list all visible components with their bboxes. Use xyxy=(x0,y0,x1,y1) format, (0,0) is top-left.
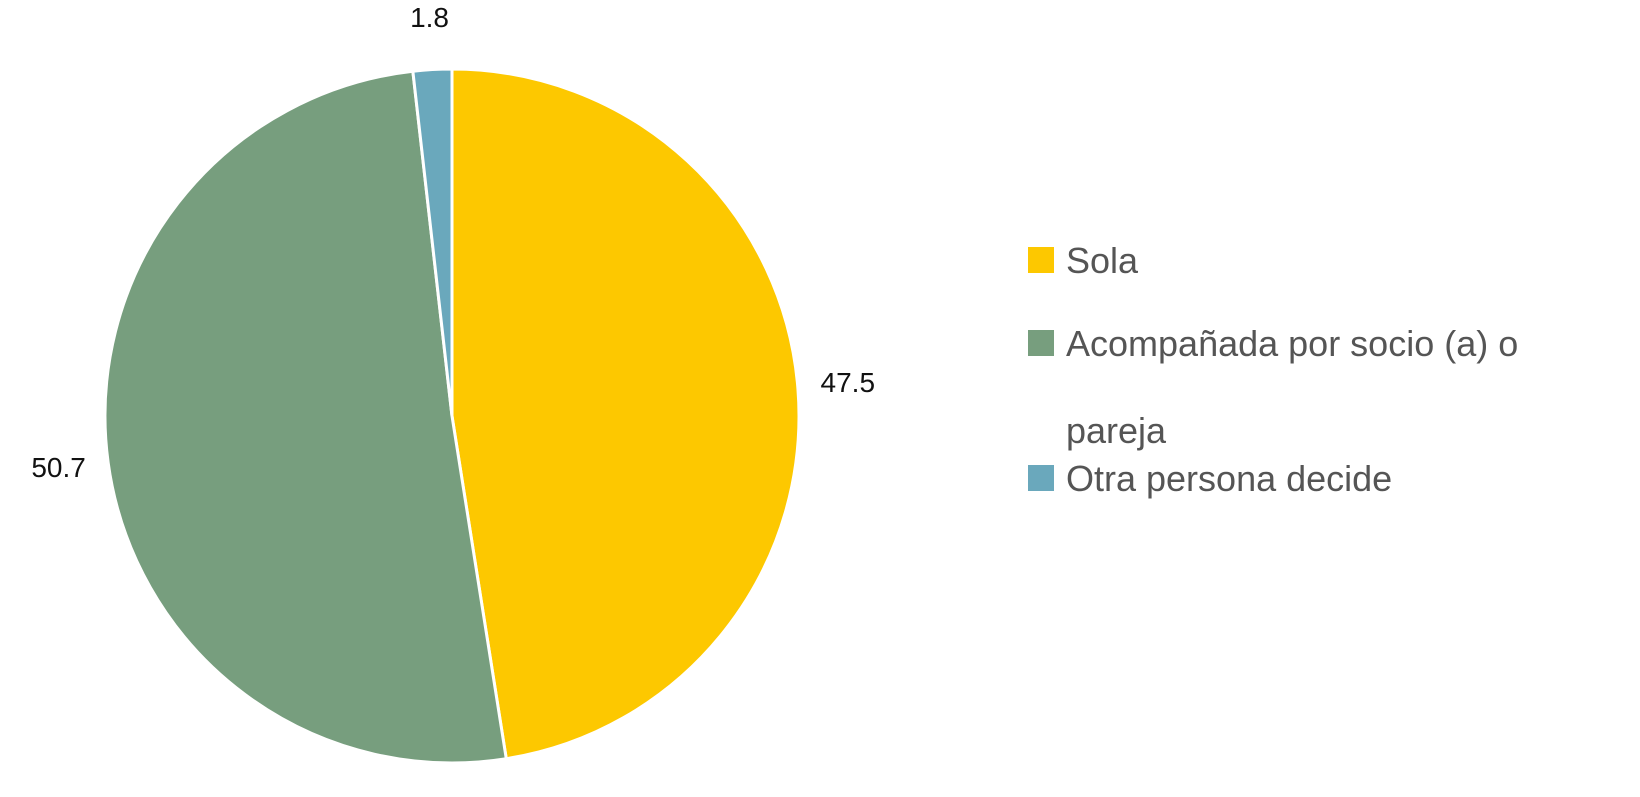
legend-item: Otra persona decide xyxy=(1028,435,1536,522)
legend-item: Acompañada por socio (a) o pareja xyxy=(1028,300,1536,474)
legend-swatch xyxy=(1028,465,1054,491)
pie-slice xyxy=(411,67,454,417)
pie-slice xyxy=(450,67,801,761)
legend-label: Sola xyxy=(1066,240,1139,281)
legend-label: Otra persona decide xyxy=(1066,458,1393,499)
legend-item: Sola xyxy=(1028,217,1536,304)
legend-swatch xyxy=(1028,330,1054,356)
data-label: 50.7 xyxy=(31,452,86,483)
legend-swatch xyxy=(1028,247,1054,273)
data-label: 1.8 xyxy=(410,2,449,33)
pie-slice xyxy=(103,69,508,765)
data-label: 47.5 xyxy=(821,367,876,398)
legend-label: Acompañada por socio (a) o pareja xyxy=(1066,323,1519,451)
